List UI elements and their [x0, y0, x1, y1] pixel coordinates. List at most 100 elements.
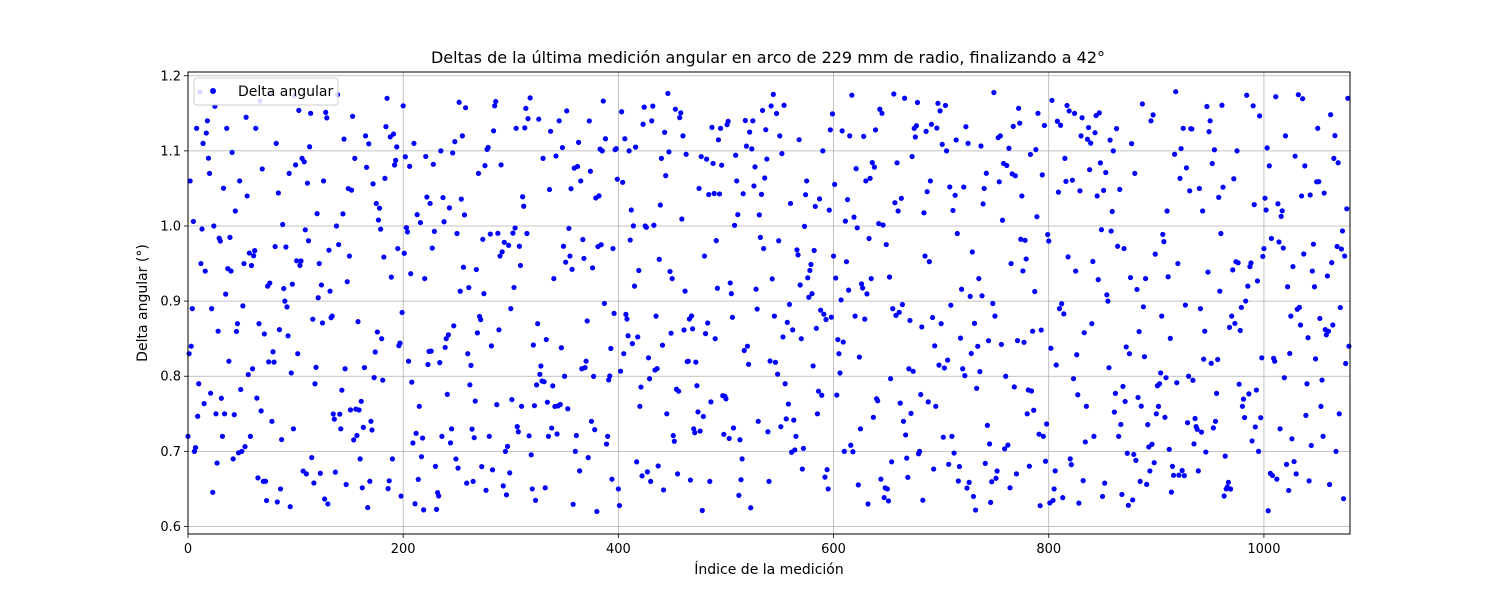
data-point — [456, 99, 462, 105]
data-point — [384, 95, 390, 101]
data-point — [528, 452, 534, 458]
data-point — [1277, 426, 1283, 432]
data-point — [1107, 137, 1113, 143]
data-point — [1324, 273, 1331, 279]
data-point — [346, 253, 352, 259]
data-point — [288, 370, 294, 376]
data-point — [1190, 377, 1196, 383]
data-point — [511, 284, 517, 291]
plot-frame — [187, 71, 1351, 535]
data-point — [371, 375, 377, 381]
data-point — [1108, 228, 1114, 234]
data-point — [1110, 148, 1116, 154]
data-point — [253, 125, 259, 131]
data-point — [880, 222, 886, 228]
data-point — [1133, 457, 1139, 463]
data-point — [1023, 256, 1029, 262]
data-point — [189, 306, 195, 312]
data-point — [231, 412, 237, 418]
data-point — [563, 259, 569, 265]
data-point — [833, 275, 839, 281]
data-point — [858, 281, 865, 287]
data-point — [399, 309, 405, 316]
data-point — [772, 359, 779, 365]
legend-marker — [210, 88, 216, 94]
data-point — [1273, 94, 1279, 100]
data-point — [645, 355, 652, 361]
data-point — [210, 489, 216, 495]
data-point — [632, 144, 639, 150]
data-point — [1065, 254, 1071, 260]
data-point — [1335, 160, 1341, 166]
data-point — [771, 313, 777, 319]
data-point — [717, 125, 724, 131]
data-point — [1102, 480, 1108, 486]
data-point — [391, 162, 398, 168]
data-point — [768, 103, 774, 109]
data-point — [856, 354, 862, 360]
data-point — [895, 208, 901, 214]
data-point — [292, 162, 299, 168]
data-point — [220, 185, 227, 191]
data-point — [745, 361, 752, 367]
data-point — [961, 184, 967, 190]
data-point — [672, 106, 678, 112]
data-point — [224, 125, 230, 131]
data-point — [1101, 187, 1107, 193]
data-point — [912, 134, 918, 140]
data-point — [525, 116, 531, 122]
data-point — [835, 336, 841, 343]
data-point — [664, 411, 670, 417]
data-point — [620, 179, 626, 185]
data-point — [667, 268, 673, 275]
data-point — [1162, 414, 1168, 420]
data-point — [1245, 283, 1251, 289]
data-point — [503, 492, 510, 498]
data-point — [1221, 493, 1227, 499]
data-point — [437, 360, 443, 366]
data-point — [412, 501, 418, 507]
data-point — [641, 104, 647, 110]
data-point — [242, 444, 248, 450]
data-point — [966, 479, 972, 485]
data-point — [350, 113, 356, 119]
data-point — [249, 366, 256, 372]
data-point — [954, 230, 960, 237]
data-point — [355, 319, 361, 325]
data-point — [1119, 491, 1125, 498]
data-point — [1055, 189, 1062, 195]
data-point — [366, 141, 372, 147]
data-point — [698, 153, 704, 160]
data-point — [358, 398, 364, 404]
data-point — [960, 366, 966, 372]
data-point — [609, 476, 615, 482]
data-point — [814, 411, 821, 417]
data-point — [922, 253, 928, 259]
data-point — [1046, 238, 1052, 244]
data-point — [1252, 424, 1258, 430]
data-point — [764, 156, 770, 162]
data-point — [913, 123, 920, 129]
data-point — [1331, 155, 1337, 161]
data-point — [813, 325, 819, 331]
data-point — [1184, 420, 1191, 426]
data-point — [594, 508, 600, 515]
data-point — [955, 478, 961, 484]
data-point — [1334, 243, 1340, 250]
data-point — [1253, 387, 1259, 393]
data-point — [759, 107, 766, 114]
data-point — [629, 341, 635, 347]
data-point — [1316, 179, 1322, 185]
data-point — [1207, 118, 1213, 124]
data-point — [822, 474, 828, 480]
data-point — [351, 437, 357, 443]
data-point — [896, 309, 902, 315]
data-point — [1187, 188, 1193, 194]
data-point — [738, 477, 744, 483]
data-point — [1344, 206, 1350, 212]
data-point — [1209, 160, 1215, 167]
data-point — [757, 234, 763, 240]
data-point — [572, 448, 578, 454]
data-point — [395, 245, 401, 252]
data-point — [1321, 190, 1327, 196]
